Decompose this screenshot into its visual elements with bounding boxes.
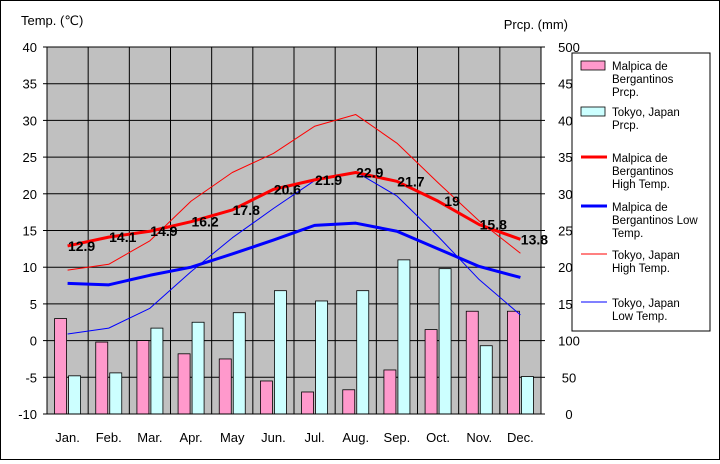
bar-tokyo-prcp — [521, 376, 534, 415]
bar-tokyo-prcp — [68, 375, 81, 415]
left-tick-label: -5 — [25, 370, 37, 385]
data-label: 22.9 — [356, 165, 383, 181]
left-tick-label: 10 — [23, 260, 37, 275]
legend-label: Prcp. — [612, 87, 639, 99]
x-tick-label: Mar. — [137, 430, 162, 445]
legend-label: Low Temp. — [612, 311, 667, 323]
data-label: 21.9 — [315, 172, 342, 188]
malpica-low-temp-line — [67, 221, 521, 287]
x-tick-label: Feb. — [96, 430, 122, 445]
left-axis-label: Temp. (℃) — [21, 13, 83, 28]
x-tick-label: Dec. — [507, 430, 534, 445]
legend-label: Bergantinos — [612, 166, 674, 178]
bar-tokyo-prcp — [438, 268, 452, 415]
bar-malpica-prcp — [301, 391, 314, 415]
right-tick-label: 0 — [565, 407, 572, 422]
bar-tokyo-prcp — [150, 327, 164, 415]
bar-tokyo-prcp — [191, 321, 205, 415]
legend-label: Temp. — [612, 228, 643, 240]
x-tick-label: Aug. — [342, 430, 369, 445]
data-label: 15.8 — [480, 217, 507, 233]
bar-malpica-prcp — [54, 318, 67, 415]
bar-tokyo-prcp — [397, 259, 411, 415]
data-label: 17.8 — [233, 202, 260, 218]
data-label: 20.6 — [274, 181, 301, 197]
bar-malpica-prcp — [383, 369, 397, 415]
legend-box — [571, 52, 711, 332]
legend-swatch-box — [580, 60, 606, 71]
left-tick-label: -10 — [18, 407, 37, 422]
bar-malpica-prcp — [177, 353, 191, 415]
legend-label: Tokyo, Japan — [612, 107, 680, 119]
legend-label: Bergantinos — [612, 74, 674, 86]
legend-label: Malpica de — [612, 61, 668, 73]
data-label: 14.9 — [150, 223, 177, 239]
tokyo-low-temp-line — [67, 171, 521, 335]
data-label: 12.9 — [68, 238, 95, 254]
bar-malpica-prcp — [424, 329, 438, 415]
left-tick-label: 25 — [23, 150, 37, 165]
bar-malpica-prcp — [507, 310, 520, 415]
bar-malpica-prcp — [95, 341, 109, 415]
gridlines — [47, 47, 541, 414]
x-tick-label: Sep. — [384, 430, 411, 445]
x-tick-label: Jan. — [55, 430, 80, 445]
data-label: 21.7 — [397, 173, 424, 189]
high-temp-data-labels: 12.9 14.1 14.9 16.2 17.8 20.6 21.9 22.9 21.7 19 15… — [68, 165, 548, 254]
x-tick-label: Jun. — [261, 430, 286, 445]
bar-tokyo-prcp — [479, 345, 493, 415]
data-label: 14.1 — [109, 229, 136, 245]
right-tick-label: 500 — [558, 40, 580, 55]
bar-malpica-prcp — [218, 358, 232, 415]
legend-label: High Temp. — [612, 263, 670, 275]
left-tick-label: 5 — [30, 297, 37, 312]
bar-tokyo-prcp — [232, 312, 246, 415]
right-axis-label: Prcp. (mm) — [504, 17, 568, 32]
x-tick-label: Jul. — [304, 430, 324, 445]
bar-tokyo-prcp — [315, 300, 328, 415]
bar-malpica-prcp — [260, 380, 273, 415]
x-tick-label: Nov. — [466, 430, 492, 445]
left-tick-label: 40 — [23, 40, 37, 55]
malpica-high-temp-line — [67, 171, 521, 248]
legend-label: Malpica de — [612, 153, 668, 165]
bar-tokyo-prcp — [356, 290, 370, 415]
left-tick-label: 0 — [30, 334, 37, 349]
bar-malpica-prcp — [342, 389, 356, 415]
legend-label: High Temp. — [612, 179, 670, 191]
bar-malpica-prcp — [136, 340, 150, 415]
data-label: 13.8 — [521, 231, 548, 247]
legend-label: Tokyo, Japan — [612, 250, 680, 262]
right-tick-label: 100 — [558, 334, 580, 349]
data-label: 19 — [444, 193, 460, 209]
bar-tokyo-prcp — [274, 290, 287, 415]
left-tick-label: 30 — [23, 113, 37, 128]
legend-swatch-box — [580, 106, 606, 117]
legend-label: Malpica de — [612, 202, 668, 214]
x-tick-label: May — [220, 430, 245, 445]
bar-malpica-prcp — [465, 310, 479, 415]
bar-tokyo-prcp — [109, 372, 123, 415]
left-tick-label: 15 — [23, 224, 37, 239]
precipitation-bars — [54, 259, 534, 415]
tokyo-high-temp-line — [67, 114, 521, 271]
right-tick-label: 50 — [562, 370, 576, 385]
temperature-lines — [67, 114, 521, 335]
x-tick-label: Apr. — [180, 430, 203, 445]
data-label: 16.2 — [191, 214, 218, 230]
legend-label: Tokyo, Japan — [612, 298, 680, 310]
x-axis-ticks: Jan. Feb. Mar. Apr. May Jun. Jul. Aug. Sep. Oct. N… — [55, 430, 533, 445]
left-axis-ticks: -10 -5 0 5 10 15 20 25 30 35 40 — [18, 40, 47, 422]
left-tick-label: 20 — [23, 187, 37, 202]
x-tick-label: Oct. — [426, 430, 450, 445]
left-tick-label: 35 — [23, 77, 37, 92]
legend-label: Bergantinos Low — [612, 215, 698, 227]
legend-label: Prcp. — [612, 120, 639, 132]
